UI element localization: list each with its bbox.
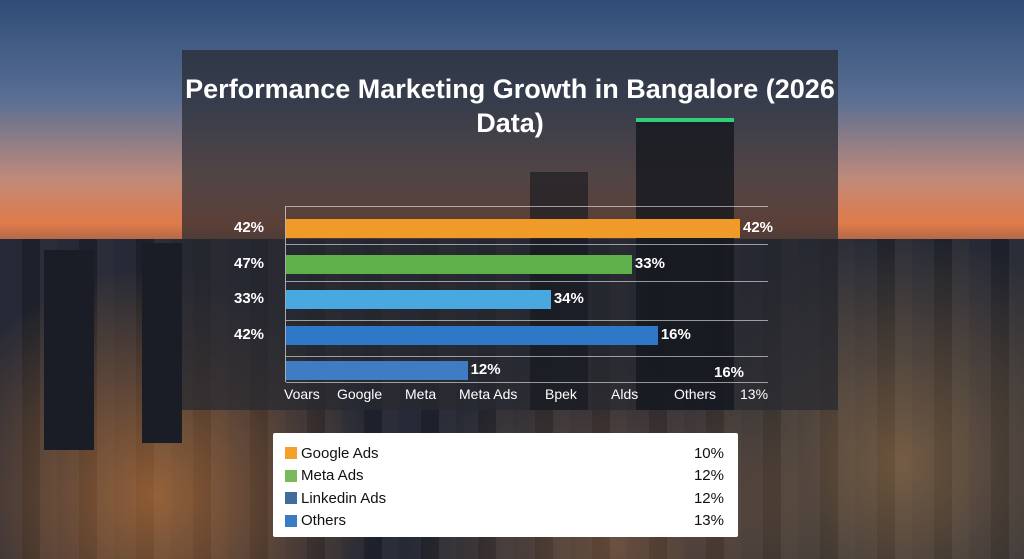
- legend-label: Meta Ads: [301, 467, 364, 484]
- legend-swatch: [285, 469, 297, 482]
- legend-item: Google Ads 10%: [285, 442, 724, 464]
- y-axis: [285, 206, 286, 382]
- legend-item: Linkedin Ads 12%: [285, 487, 724, 509]
- bar-value-label: 42%: [743, 219, 774, 236]
- x-tick-label: Meta: [405, 386, 437, 402]
- gridline: [286, 206, 768, 207]
- bar-value-label: 34%: [553, 290, 584, 307]
- chart-title: Performance Marketing Growth in Bangalor…: [185, 74, 835, 138]
- legend-value: 13%: [693, 512, 724, 529]
- y-tick-label: 42%: [234, 326, 265, 343]
- gridline: [286, 281, 768, 282]
- bar: [286, 218, 740, 238]
- x-tick-label: Bpek: [545, 386, 577, 402]
- bar-value-label: 33%: [634, 255, 665, 272]
- legend-item: Meta Ads 12%: [285, 465, 724, 487]
- gridline: [286, 382, 768, 383]
- bar: [286, 360, 468, 380]
- tower: [636, 118, 734, 410]
- legend-label: Google Ads: [301, 444, 379, 462]
- x-tick-label: Google: [337, 386, 383, 402]
- x-tick-label: Voars: [284, 386, 320, 402]
- legend-value: 12%: [693, 467, 724, 484]
- legend-swatch: [285, 514, 297, 527]
- gridline: [286, 320, 768, 321]
- bar-value-label: 12%: [470, 361, 501, 378]
- legend-item: Others 13%: [285, 510, 724, 532]
- gridline: [286, 244, 768, 245]
- legend-label: Others: [301, 512, 347, 529]
- bar: [286, 254, 632, 274]
- bar: [286, 325, 658, 345]
- gridline: [286, 356, 768, 357]
- x-tick-label: Meta Ads: [459, 386, 518, 402]
- legend-value: 10%: [693, 444, 724, 462]
- legend-label: Linkedin Ads: [301, 489, 387, 507]
- y-tick-label: 33%: [234, 290, 265, 307]
- x-tick-label: Alds: [611, 386, 639, 402]
- x-tick-label: Others: [674, 386, 717, 402]
- building: [44, 250, 94, 450]
- bar: [286, 289, 551, 309]
- bar-value-label: 16%: [714, 364, 745, 381]
- y-tick-label: 42%: [234, 219, 265, 236]
- y-tick-label: 47%: [234, 255, 265, 272]
- legend-swatch: [285, 447, 297, 459]
- legend-value: 12%: [693, 489, 724, 507]
- legend-swatch: [285, 492, 297, 504]
- x-tick-label: 13%: [740, 386, 769, 402]
- legend: Google Ads 10% Meta Ads 12% Linkedin Ads 12% O…: [273, 433, 738, 537]
- building: [142, 243, 182, 443]
- bar-value-label: 16%: [660, 326, 691, 343]
